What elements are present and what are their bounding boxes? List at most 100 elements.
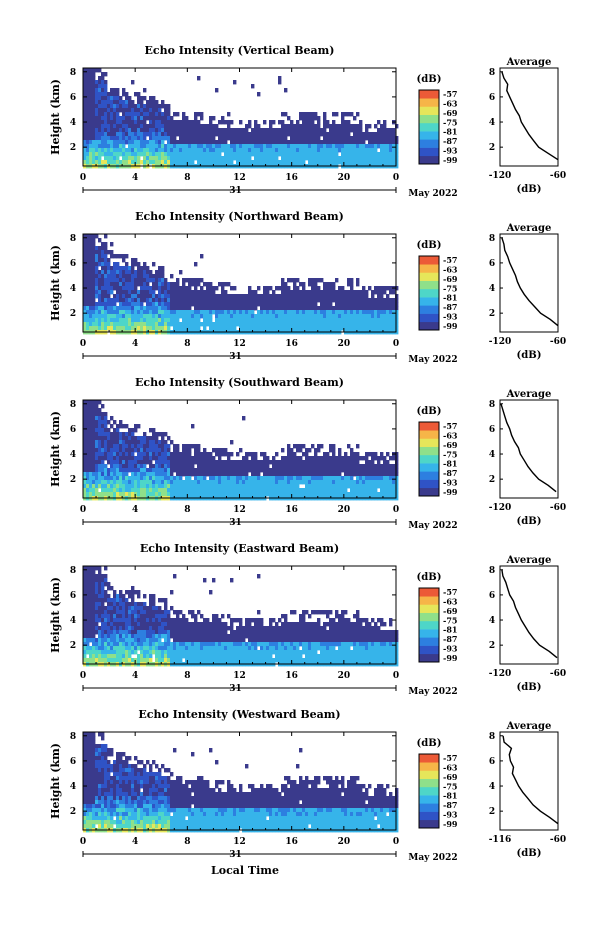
- y-tick-label: 6: [70, 591, 76, 601]
- x-tick-label: 0: [393, 173, 399, 183]
- colorbar-tick-label: -75: [443, 117, 457, 127]
- y-tick-label: 6: [70, 757, 76, 767]
- profile-frame: [499, 399, 559, 499]
- x-tick-label: 4: [132, 671, 138, 681]
- colorbar-tick-label: -63: [443, 430, 458, 440]
- profile-panel: Average 2 4 6 8 -120 -60 (dB): [489, 223, 566, 361]
- colorbar-swatch: [419, 487, 439, 497]
- y-tick-label: 2: [70, 143, 76, 153]
- colorbar-tick-label: -63: [443, 98, 458, 108]
- colorbar-swatch: [419, 454, 439, 464]
- day-label: 31: [229, 186, 242, 196]
- profile-x-tick-label: -60: [550, 171, 566, 181]
- x-tick-label: 0: [80, 339, 86, 349]
- panel-title: Echo Intensity (Northward Beam): [135, 210, 344, 223]
- colorbar: [418, 753, 440, 829]
- panel-3: Echo Intensity (Southward Beam) 2 4 6 8 Heigh…: [49, 376, 566, 531]
- profile-y-tick-label: 2: [489, 309, 495, 319]
- x-tick-label: 12: [233, 339, 246, 349]
- panel-title: Echo Intensity (Southward Beam): [135, 376, 344, 389]
- colorbar: [418, 255, 440, 331]
- heatmap-cells: [83, 234, 399, 335]
- colorbar-swatch: [419, 90, 439, 99]
- colorbar-swatch: [419, 114, 439, 124]
- profile-panel: Average 2 4 6 8 -116 -60 (dB): [489, 721, 566, 859]
- profile-y-tick-label: 4: [489, 284, 495, 294]
- colorbar: [418, 89, 440, 165]
- y-tick-label: 2: [70, 807, 76, 817]
- profile-panel: Average 2 4 6 8 -120 -60 (dB): [489, 555, 566, 693]
- colorbar-swatch: [419, 122, 439, 132]
- profile-y-tick-label: 4: [489, 616, 495, 626]
- profile-frame: [499, 67, 559, 167]
- colorbar-swatch: [419, 131, 439, 140]
- y-tick-label: 8: [70, 68, 76, 78]
- colorbar-tick-label: -99: [443, 487, 458, 497]
- colorbar-swatch: [419, 305, 439, 314]
- colorbar-tick-label: -75: [443, 283, 457, 293]
- y-axis-label: Height (km): [49, 245, 62, 321]
- colorbar-swatch: [419, 819, 439, 829]
- profile-y-tick-label: 2: [489, 475, 495, 485]
- colorbar-swatch: [419, 147, 439, 157]
- colorbar-swatch: [419, 786, 439, 796]
- colorbar-tick-label: -99: [443, 155, 458, 165]
- colorbar-tick-label: -93: [443, 478, 458, 488]
- profile-panel: Average 2 4 6 8 -120 -60 (dB): [489, 389, 566, 527]
- colorbar-swatch: [419, 422, 439, 431]
- colorbar-swatch: [419, 288, 439, 298]
- colorbar-tick-label: -69: [443, 606, 458, 616]
- x-tick-label: 12: [233, 505, 246, 515]
- x-tick-label: 0: [80, 671, 86, 681]
- colorbar-swatch: [419, 446, 439, 456]
- colorbar-swatch: [419, 762, 439, 771]
- colorbar-tick-label: -87: [443, 634, 457, 644]
- colorbar-tick-label: -75: [443, 781, 457, 791]
- colorbar-swatch: [419, 637, 439, 646]
- y-tick-label: 8: [70, 400, 76, 410]
- panel-1: Echo Intensity (Vertical Beam) 2 4 6 8 Height…: [49, 44, 566, 199]
- panel-4: Echo Intensity (Eastward Beam) 2 4 6 8 Height…: [49, 542, 566, 697]
- profile-y-tick-label: 6: [489, 591, 495, 601]
- profile-line: [501, 71, 559, 161]
- y-tick-label: 4: [70, 616, 76, 626]
- colorbar-unit: (dB): [417, 406, 442, 417]
- colorbar-swatch: [419, 321, 439, 331]
- month-label: May 2022: [408, 687, 457, 697]
- colorbar-tick-label: -81: [443, 625, 457, 635]
- colorbar-tick-label: -93: [443, 644, 458, 654]
- profile-x-tick-label: -60: [550, 503, 566, 513]
- colorbar-tick-label: -69: [443, 772, 458, 782]
- colorbar-tick-label: -93: [443, 146, 458, 156]
- y-tick-label: 8: [70, 566, 76, 576]
- colorbar-frame: [418, 421, 440, 497]
- colorbar-frame: [418, 587, 440, 663]
- colorbar-tick-label: -93: [443, 810, 458, 820]
- day-label: 31: [229, 684, 242, 694]
- colorbar-tick-label: -57: [443, 89, 457, 99]
- profile-x-tick-label: -60: [550, 669, 566, 679]
- colorbar-swatch: [419, 604, 439, 613]
- x-tick-label: 0: [393, 505, 399, 515]
- colorbar-tick-label: -57: [443, 587, 457, 597]
- y-tick-label: 4: [70, 782, 76, 792]
- colorbar-tick-label: -63: [443, 762, 458, 772]
- colorbar-swatch: [419, 430, 439, 439]
- profile-title: Average: [506, 555, 552, 566]
- x-tick-label: 20: [338, 173, 351, 183]
- colorbar-swatch: [419, 438, 439, 447]
- y-tick-label: 4: [70, 118, 76, 128]
- colorbar-unit: (dB): [417, 572, 442, 583]
- panel-title: Echo Intensity (Vertical Beam): [144, 44, 334, 57]
- x-tick-label: 0: [80, 837, 86, 847]
- x-tick-label: 12: [233, 173, 246, 183]
- profile-x-tick-label: -120: [489, 503, 512, 513]
- day-label: 31: [229, 850, 242, 860]
- profile-y-tick-label: 4: [489, 118, 495, 128]
- y-tick-label: 2: [70, 309, 76, 319]
- colorbar-swatch: [419, 612, 439, 622]
- y-axis-label: Height (km): [49, 743, 62, 819]
- colorbar-frame: [418, 89, 440, 165]
- colorbar-swatch: [419, 272, 439, 281]
- colorbar-swatch: [419, 596, 439, 605]
